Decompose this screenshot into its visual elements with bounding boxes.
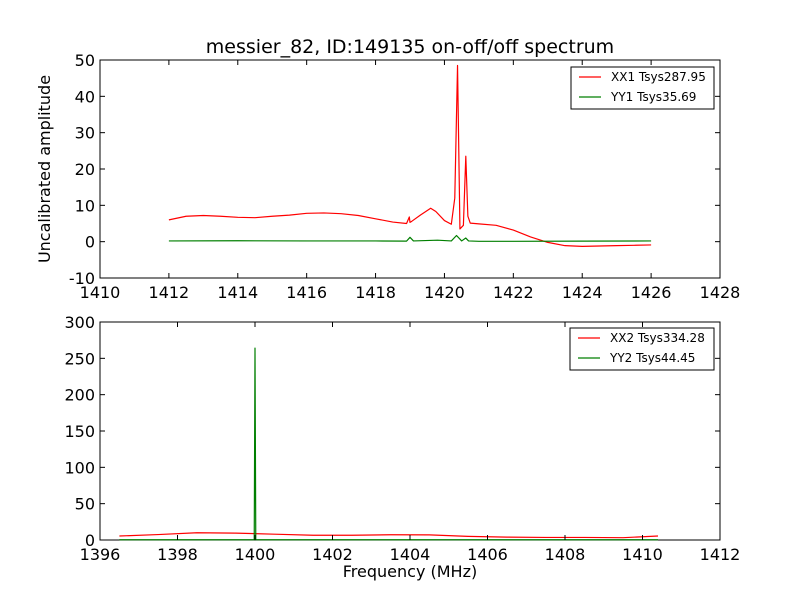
bottom-legend-box <box>569 327 715 371</box>
top-y-tick-label: 40 <box>75 87 95 106</box>
top-y-tick-label: 30 <box>75 124 95 143</box>
bottom-y-tick-label: 0 <box>85 531 95 550</box>
bottom-plot: 1396 1398 1400 1402 1404 1406 1408 1410 1412 0 50 1… <box>64 313 740 581</box>
bottom-x-tick-label: 1408 <box>545 545 586 564</box>
top-x-tick-label: 1428 <box>700 283 741 302</box>
bottom-x-tick-label: 1396 <box>80 545 121 564</box>
bottom-x-tick-label: 1398 <box>157 545 198 564</box>
top-x-tick-label: 1418 <box>355 283 396 302</box>
top-series-line-2 <box>168 234 652 242</box>
bottom-y-tick-label: 300 <box>64 313 95 332</box>
top-series-line-1 <box>168 64 652 247</box>
top-legend-label-1: XX1 Tsys287.95 <box>611 70 706 84</box>
bottom-series-line-1 <box>119 532 659 539</box>
bottom-x-tick-label: 1400 <box>235 545 276 564</box>
top-x-tick-label: 1426 <box>631 283 672 302</box>
top-x-tick-label: 1424 <box>562 283 603 302</box>
top-y-tick-label: 0 <box>85 233 95 252</box>
bottom-y-tick-label: 150 <box>64 422 95 441</box>
bottom-ticks-group: 1396 1398 1400 1402 1404 1406 1408 1410 1412 0 50 1… <box>64 313 740 564</box>
top-x-tick-label: 1412 <box>149 283 190 302</box>
top-legend-box <box>570 66 715 110</box>
top-y-tick-label: 50 <box>75 51 95 70</box>
bottom-y-tick-label: 200 <box>64 386 95 405</box>
top-x-tick-label: 1422 <box>493 283 534 302</box>
top-y-tick-label: 20 <box>75 160 95 179</box>
top-legend: XX1 Tsys287.95 YY1 Tsys35.69 <box>570 66 715 110</box>
bottom-series-group <box>119 347 659 541</box>
top-series-group <box>168 64 652 247</box>
figure-title: messier_82, ID:149135 on-off/off spectru… <box>206 36 614 58</box>
bottom-legend-label-1: XX2 Tsys334.28 <box>610 331 705 345</box>
bottom-y-tick-label: 250 <box>64 349 95 368</box>
top-legend-label-2: YY1 Tsys35.69 <box>610 90 696 104</box>
bottom-x-axis-label: Frequency (MHz) <box>343 562 477 581</box>
top-x-tick-label: 1420 <box>424 283 465 302</box>
bottom-legend: XX2 Tsys334.28 YY2 Tsys44.45 <box>569 327 715 371</box>
bottom-y-tick-label: 50 <box>75 495 95 514</box>
top-y-tick-label: -10 <box>69 269 95 288</box>
top-plot: 1410 1412 1414 1416 1418 1420 1422 1424 1426 1428… <box>35 51 740 302</box>
bottom-series-line-2 <box>119 347 658 541</box>
bottom-x-tick-label: 1412 <box>700 545 741 564</box>
top-ticks-group: 1410 1412 1414 1416 1418 1420 1422 1424 1426 1428… <box>69 51 741 302</box>
bottom-y-tick-label: 100 <box>64 458 95 477</box>
bottom-legend-label-2: YY2 Tsys44.45 <box>609 351 695 365</box>
top-x-tick-label: 1414 <box>217 283 258 302</box>
top-y-axis-label: Uncalibrated amplitude <box>35 75 54 263</box>
top-x-tick-label: 1416 <box>286 283 327 302</box>
bottom-x-tick-label: 1410 <box>622 545 663 564</box>
bottom-x-tick-label: 1406 <box>467 545 508 564</box>
bottom-x-tick-label: 1402 <box>312 545 353 564</box>
bottom-x-tick-label: 1404 <box>390 545 431 564</box>
top-y-tick-label: 10 <box>75 196 95 215</box>
top-x-tick-label: 1410 <box>80 283 121 302</box>
